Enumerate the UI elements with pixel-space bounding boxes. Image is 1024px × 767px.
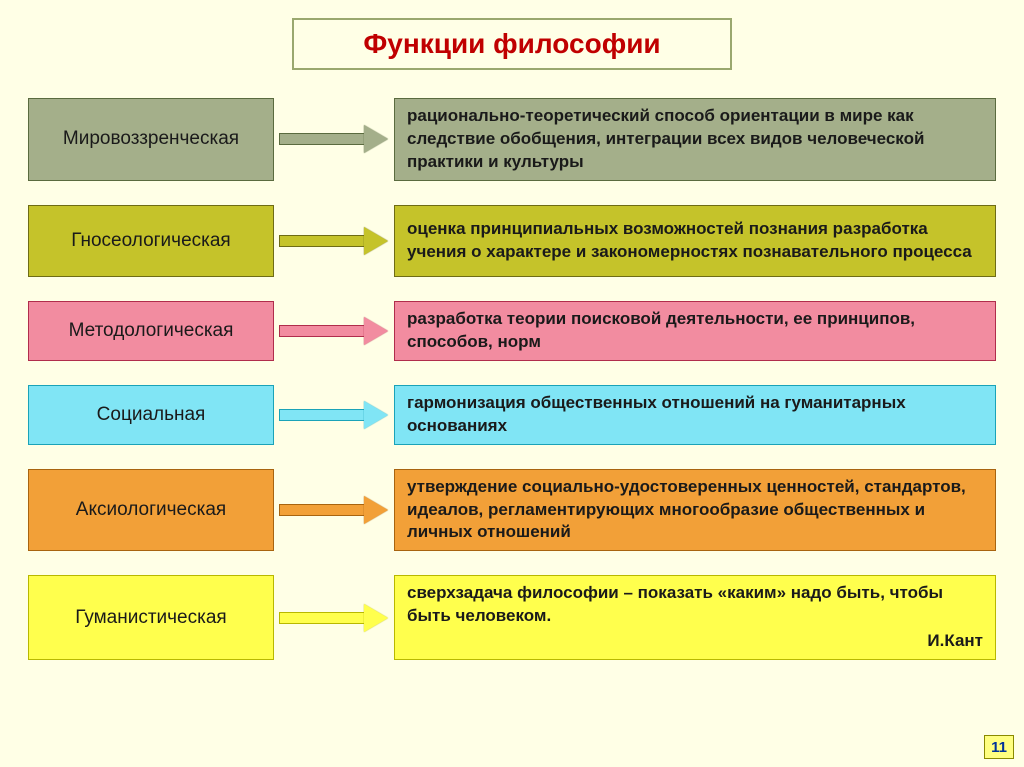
arrow-right-icon [279,401,389,429]
function-description: сверхзадача философии – показать «каким»… [394,575,996,660]
rows-container: Мировоззренческая рационально-теоретическ… [28,98,996,660]
function-label: Гуманистическая [28,575,274,660]
description-text: гармонизация общественных отношений на г… [407,392,983,438]
function-description: гармонизация общественных отношений на г… [394,385,996,445]
function-row: Гуманистическая сверхзадача философии – п… [28,575,996,660]
arrow-right-icon [279,125,389,153]
description-text: разработка теории поисковой деятельности… [407,308,983,354]
function-row: Социальная гармонизация общественных отно… [28,385,996,445]
description-text: оценка принципиальных возможностей позна… [407,218,983,264]
function-row: Мировоззренческая рационально-теоретическ… [28,98,996,181]
arrow-wrap [274,469,394,552]
slide-title: Функции философии [292,18,732,70]
function-label: Гносеологическая [28,205,274,277]
title-text: Функции философии [363,28,660,59]
arrow-wrap [274,575,394,660]
function-label: Аксиологическая [28,469,274,552]
function-label: Социальная [28,385,274,445]
function-row: Аксиологическая утверждение социально-удо… [28,469,996,552]
arrow-wrap [274,301,394,361]
function-row: Гносеологическая оценка принципиальных во… [28,205,996,277]
arrow-right-icon [279,227,389,255]
arrow-wrap [274,385,394,445]
page-number: 11 [984,735,1014,759]
function-label: Методологическая [28,301,274,361]
function-row: Методологическая разработка теории поиско… [28,301,996,361]
function-description: утверждение социально-удостоверенных цен… [394,469,996,552]
slide-canvas: Функции философии Мировоззренческая рацио… [0,0,1024,767]
arrow-wrap [274,98,394,181]
description-text: рационально-теоретический способ ориента… [407,105,983,174]
arrow-right-icon [279,604,389,632]
function-description: оценка принципиальных возможностей позна… [394,205,996,277]
description-text: утверждение социально-удостоверенных цен… [407,476,983,545]
description-author: И.Кант [407,630,983,653]
function-label: Мировоззренческая [28,98,274,181]
arrow-wrap [274,205,394,277]
function-description: рационально-теоретический способ ориента… [394,98,996,181]
page-number-text: 11 [991,739,1007,756]
description-text: сверхзадача философии – показать «каким»… [407,582,983,628]
arrow-right-icon [279,496,389,524]
arrow-right-icon [279,317,389,345]
function-description: разработка теории поисковой деятельности… [394,301,996,361]
